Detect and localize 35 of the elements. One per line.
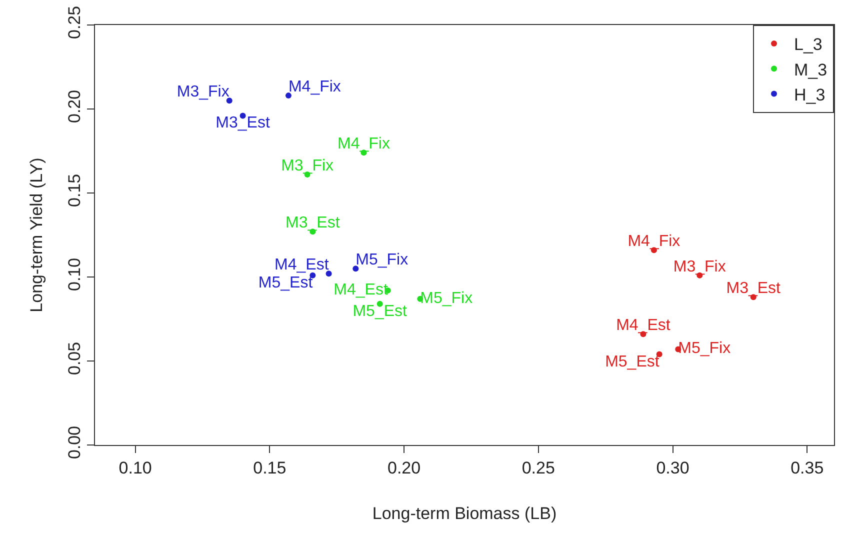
x-tick-label: 0.30 xyxy=(656,458,690,478)
data-label: M4_Est xyxy=(334,281,388,298)
y-tick-label: 0.20 xyxy=(65,90,84,123)
data-label: M5_Est xyxy=(258,274,314,292)
x-tick-label: 0.25 xyxy=(522,458,555,478)
data-label: M4_Fix xyxy=(628,233,680,250)
legend-label: H_3 xyxy=(794,85,826,104)
data-label: M3_Fix xyxy=(673,258,726,276)
data-label: M5_Est xyxy=(352,302,408,320)
data-label: M5_Fix xyxy=(356,252,408,269)
data-label: M4_Est xyxy=(274,256,330,274)
data-label: M3_Est xyxy=(286,214,340,232)
y-tick-label: 0.10 xyxy=(65,258,84,291)
y-tick-label: 0.00 xyxy=(65,426,84,459)
data-label: M5_Fix xyxy=(678,340,731,358)
legend-label: L_3 xyxy=(794,35,822,54)
data-label: M3_Est xyxy=(726,280,782,298)
x-axis-title: Long-term Biomass (LB) xyxy=(372,504,557,523)
legend-label: M_3 xyxy=(794,60,828,80)
data-label: M5_Est xyxy=(605,353,660,370)
x-tick-label: 0.20 xyxy=(387,458,421,478)
data-label: M4_Fix xyxy=(338,136,390,153)
x-tick-label: 0.35 xyxy=(790,458,824,478)
y-tick-label: 0.05 xyxy=(65,342,84,375)
y-axis-title: Long-term Yield (LY) xyxy=(26,158,46,312)
data-label: M4_Fix xyxy=(288,78,341,96)
data-label: M4_Est xyxy=(616,317,671,334)
data-label: M3_Fix xyxy=(176,84,230,101)
data-label: M3_Est xyxy=(216,114,270,132)
y-tick-label: 0.15 xyxy=(65,174,84,207)
x-tick-label: 0.15 xyxy=(253,458,286,478)
y-tick-label: 0.25 xyxy=(65,6,84,39)
x-tick-label: 0.10 xyxy=(118,458,152,478)
data-label: M3_Fix xyxy=(281,158,334,175)
data-label: M5_Fix xyxy=(420,290,473,307)
